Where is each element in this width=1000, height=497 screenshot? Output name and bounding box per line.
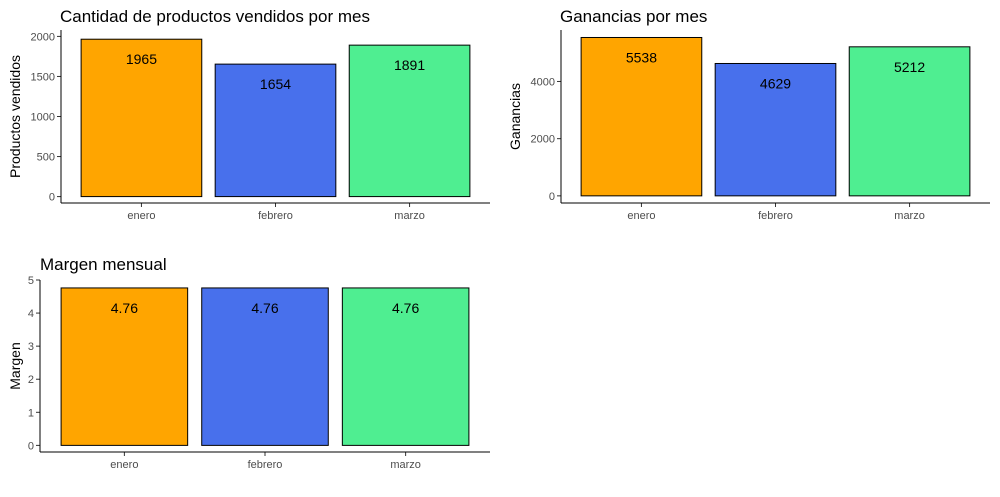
bar-enero xyxy=(80,38,203,198)
y-axis-label: Productos vendidos xyxy=(7,55,23,178)
x-tick-label-febrero: febrero xyxy=(258,210,293,222)
bar-febrero xyxy=(714,62,837,197)
bar-febrero xyxy=(201,287,329,446)
y-axis-label: Ganancias xyxy=(507,83,523,150)
x-tick-label-marzo: marzo xyxy=(390,459,421,471)
chart-title: Ganancias por mes xyxy=(560,7,707,26)
y-tick-label: 3 xyxy=(28,341,34,353)
chart-2: Ganancias por mes Ganancias 5538 enero 4629 f… xyxy=(507,7,990,222)
y-tick-label: 4 xyxy=(28,308,34,320)
data-label-enero: 1965 xyxy=(126,51,157,67)
y-tick-label: 0 xyxy=(49,192,55,204)
data-label-marzo: 1891 xyxy=(394,57,425,73)
y-tick-label: 1500 xyxy=(31,71,55,83)
y-tick-label: 0 xyxy=(28,440,34,452)
bar-marzo xyxy=(348,44,471,198)
x-tick-label-enero: enero xyxy=(627,210,655,222)
x-tick-label-marzo: marzo xyxy=(894,210,925,222)
x-tick-label-enero: enero xyxy=(110,459,138,471)
y-tick-label: 5 xyxy=(28,275,34,287)
chart-3: Margen mensual Margen 4.76 enero 4.76 febrero… xyxy=(7,255,490,471)
x-tick-label-enero: enero xyxy=(127,210,155,222)
y-tick-label: 0 xyxy=(549,191,555,203)
data-label-enero: 5538 xyxy=(626,49,657,65)
y-tick-label: 2000 xyxy=(31,31,55,43)
data-label-febrero: 1654 xyxy=(260,76,291,92)
x-tick-label-febrero: febrero xyxy=(758,210,793,222)
bar-febrero xyxy=(214,63,337,198)
data-label-febrero: 4.76 xyxy=(251,300,278,316)
bar-marzo xyxy=(848,46,971,197)
y-tick-label: 500 xyxy=(37,152,55,164)
y-tick-label: 4000 xyxy=(531,76,555,88)
y-tick-label: 2 xyxy=(28,374,34,386)
data-label-enero: 4.76 xyxy=(111,300,138,316)
x-tick-label-marzo: marzo xyxy=(394,210,425,222)
bar-enero xyxy=(60,287,189,446)
y-tick-label: 1 xyxy=(28,407,34,419)
y-tick-label: 2000 xyxy=(531,134,555,146)
y-axis-label: Margen xyxy=(7,342,23,389)
chart-1: Cantidad de productos vendidos por mes Pr… xyxy=(7,7,490,222)
data-label-febrero: 4629 xyxy=(760,75,791,91)
data-label-marzo: 5212 xyxy=(894,59,925,75)
chart-title: Cantidad de productos vendidos por mes xyxy=(60,7,370,26)
y-tick-label: 1000 xyxy=(31,112,55,124)
x-tick-label-febrero: febrero xyxy=(248,459,283,471)
bar-marzo xyxy=(341,287,470,446)
bar-enero xyxy=(580,36,703,197)
chart-title: Margen mensual xyxy=(40,255,167,274)
data-label-marzo: 4.76 xyxy=(392,300,419,316)
